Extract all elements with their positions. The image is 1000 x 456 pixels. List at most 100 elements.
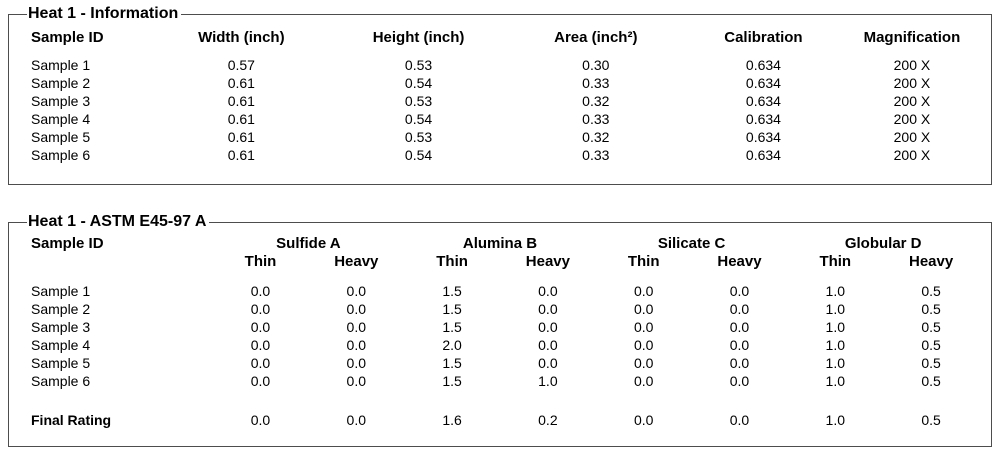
value-cell: 1.0 — [825, 301, 845, 317]
value-cell: 0.53 — [404, 129, 433, 145]
value-cell: 1.5 — [442, 301, 462, 317]
heat1-information-legend: Heat 1 - Information — [28, 5, 179, 22]
heat1-astm-legend: Heat 1 - ASTM E45-97 A — [28, 213, 207, 230]
value-cell: 1.0 — [825, 283, 845, 299]
value-cell: 0.634 — [745, 129, 781, 145]
astm-table-body: Sample 1 0.0 0.0 1.5 0.0 0.0 0.0 1.0 0.5 Sample 2… — [21, 282, 979, 390]
value-cell: 0.53 — [404, 57, 433, 73]
sub-header-sulfide-heavy: Heavy — [334, 252, 379, 270]
value-cell: 0.5 — [921, 283, 941, 299]
value-cell: 0.634 — [745, 147, 781, 163]
value-cell: 0.61 — [227, 111, 255, 127]
value-cell: 0.54 — [404, 75, 433, 91]
value-cell: 1.5 — [442, 283, 462, 299]
sample-id-cell: Sample 6 — [31, 373, 91, 389]
value-cell: 0.32 — [582, 129, 610, 145]
value-cell: 200 X — [893, 57, 931, 73]
col-header-sample-id: Sample ID — [31, 235, 104, 252]
information-row: Sample 6 0.61 0.54 0.33 0.634 200 X — [21, 146, 979, 164]
value-cell: 0.634 — [745, 111, 781, 127]
spacer-row — [21, 390, 979, 411]
value-cell: 0.0 — [729, 283, 750, 299]
value-cell: 0.0 — [346, 373, 367, 389]
astm-row: Sample 1 0.0 0.0 1.5 0.0 0.0 0.0 1.0 0.5 — [21, 282, 979, 300]
value-cell: 200 X — [893, 129, 931, 145]
information-row: Sample 4 0.61 0.54 0.33 0.634 200 X — [21, 110, 979, 128]
value-cell: 0.0 — [633, 283, 654, 299]
value-cell: 200 X — [893, 147, 931, 163]
value-cell: 0.634 — [745, 75, 781, 91]
value-cell: 0.0 — [538, 283, 558, 299]
value-cell: 0.30 — [582, 57, 610, 73]
value-cell: 0.0 — [250, 337, 271, 353]
value-cell: 0.0 — [538, 319, 558, 335]
sub-header-sulfide-thin: Thin — [244, 252, 277, 270]
value-cell: 0.53 — [404, 93, 433, 109]
value-cell: 0.33 — [582, 111, 610, 127]
value-cell: 0.33 — [582, 147, 610, 163]
value-cell: 0.634 — [745, 57, 781, 73]
value-cell: 0.0 — [346, 319, 367, 335]
value-cell: 0.0 — [346, 283, 367, 299]
value-cell: 0.5 — [921, 373, 941, 389]
value-cell: 0.0 — [250, 301, 271, 317]
value-cell: 0.0 — [633, 337, 654, 353]
astm-group-header-row: Sample ID Sulfide A Alumina B Silicate C… — [21, 233, 979, 252]
information-table-body: Sample 1 0.57 0.53 0.30 0.634 200 X Sample 2 0.… — [21, 56, 979, 164]
value-cell: 0.0 — [633, 373, 654, 389]
value-cell: 0.0 — [346, 355, 367, 371]
value-cell: 0.634 — [745, 93, 781, 109]
value-cell: 0.61 — [227, 147, 255, 163]
value-cell: 0.0 — [729, 337, 750, 353]
value-cell: 0.0 — [346, 337, 367, 353]
information-row: Sample 3 0.61 0.53 0.32 0.634 200 X — [21, 92, 979, 110]
col-header-magnification: Magnification — [863, 29, 961, 46]
sample-id-cell: Sample 1 — [31, 57, 91, 73]
value-cell: 0.0 — [729, 373, 750, 389]
astm-row: Sample 4 0.0 0.0 2.0 0.0 0.0 0.0 1.0 0.5 — [21, 336, 979, 354]
information-header-row: Sample ID Width (inch) Height (inch) Are… — [21, 25, 979, 56]
value-cell: 0.5 — [921, 301, 941, 317]
col-header-sample-id: Sample ID — [31, 29, 104, 46]
final-rating-silicate-heavy: 0.0 — [729, 412, 750, 428]
value-cell: 200 X — [893, 93, 931, 109]
final-rating-silicate-thin: 0.0 — [633, 412, 654, 428]
value-cell: 0.5 — [921, 319, 941, 335]
sample-id-cell: Sample 4 — [31, 111, 91, 127]
sample-id-cell: Sample 6 — [31, 147, 91, 163]
heat1-astm-groupbox: Heat 1 - ASTM E45-97 A Sample ID Sulfide… — [8, 213, 992, 447]
value-cell: 1.0 — [825, 373, 845, 389]
group-header-alumina-b: Alumina B — [462, 235, 538, 252]
value-cell: 1.0 — [825, 355, 845, 371]
value-cell: 2.0 — [442, 337, 462, 353]
astm-row: Sample 3 0.0 0.0 1.5 0.0 0.0 0.0 1.0 0.5 — [21, 318, 979, 336]
value-cell: 0.61 — [227, 93, 255, 109]
sub-header-globular-heavy: Heavy — [908, 252, 954, 270]
final-rating-globular-heavy: 0.5 — [921, 412, 941, 428]
final-rating-row: Final Rating 0.0 0.0 1.6 0.2 0.0 0.0 1.0… — [21, 411, 979, 429]
value-cell: 0.0 — [538, 301, 558, 317]
col-header-area: Area (inch²) — [554, 29, 638, 46]
sub-header-alumina-thin: Thin — [436, 252, 468, 270]
sample-id-cell: Sample 2 — [31, 75, 91, 91]
value-cell: 0.32 — [582, 93, 610, 109]
astm-row: Sample 5 0.0 0.0 1.5 0.0 0.0 0.0 1.0 0.5 — [21, 354, 979, 372]
value-cell: 0.5 — [921, 337, 941, 353]
value-cell: 0.0 — [633, 355, 654, 371]
value-cell: 0.57 — [227, 57, 255, 73]
sample-id-cell: Sample 2 — [31, 301, 91, 317]
value-cell: 0.5 — [921, 355, 941, 371]
information-row: Sample 1 0.57 0.53 0.30 0.634 200 X — [21, 56, 979, 74]
value-cell: 0.54 — [404, 147, 433, 163]
value-cell: 0.0 — [250, 373, 271, 389]
value-cell: 1.0 — [825, 337, 845, 353]
value-cell: 1.5 — [442, 373, 462, 389]
value-cell: 0.61 — [227, 75, 255, 91]
value-cell: 0.54 — [404, 111, 433, 127]
final-rating-sulfide-thin: 0.0 — [250, 412, 271, 428]
col-header-calibration: Calibration — [724, 29, 803, 46]
value-cell: 0.0 — [250, 319, 271, 335]
final-rating-alumina-thin: 1.6 — [442, 412, 462, 428]
group-header-globular-d: Globular D — [844, 235, 922, 252]
group-header-sulfide-a: Sulfide A — [276, 235, 341, 252]
